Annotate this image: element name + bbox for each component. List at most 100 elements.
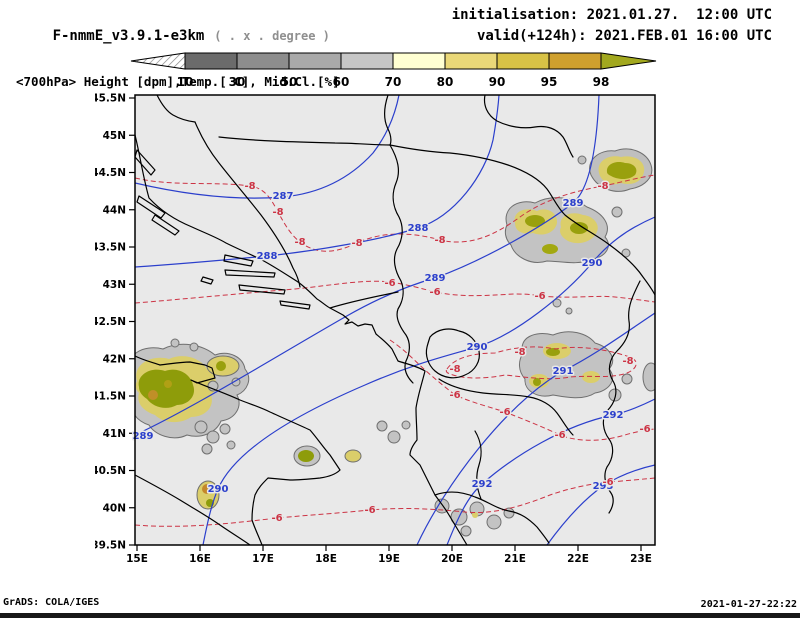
lat-label: 40N: [103, 502, 126, 514]
height-contour-label: 292: [603, 410, 624, 421]
map-frame: [134, 94, 656, 546]
border: [474, 430, 482, 500]
border: [218, 136, 391, 146]
temp-contour-label: -8: [351, 238, 362, 249]
island: [238, 284, 286, 295]
temp-contour-label: -6: [534, 291, 545, 302]
model-title: F-nmmE_v3.9.1-e3km: [52, 28, 205, 44]
map-labels: 45.5N 45N 44.5N 44N 43.5N 43N 42.5N 42N 41.5N 41N…: [91, 93, 652, 566]
valid-time: valid(+124h): 2021.FEB.01 16:00 UTC: [476, 28, 772, 44]
colorbar-segment: [288, 52, 342, 70]
temp-contour-label: -6: [429, 287, 440, 298]
map-wrap: 45.5N 45N 44.5N 44N 43.5N 43N 42.5N 42N 41.5N 41N…: [91, 85, 675, 569]
lon-label: 22E: [567, 553, 589, 565]
island: [279, 300, 311, 310]
colorbar-left-arrow: [130, 52, 186, 70]
lat-label: 43N: [103, 279, 126, 291]
height-contour-label: 291: [553, 366, 574, 377]
colorbar-segment: [548, 52, 602, 70]
colorbar-tick-label: 60: [333, 75, 350, 89]
island: [224, 269, 276, 278]
header-right: initialisation: 2021.01.27. 12:00 UTC va…: [452, 5, 772, 47]
colorbar-tick-label: 95: [541, 75, 558, 89]
lat-label: 45.5N: [95, 93, 126, 105]
lon-label: 19E: [378, 553, 400, 565]
lon-label: 15E: [126, 553, 148, 565]
height-contour-label: 292: [472, 479, 493, 490]
height-contour-label: 289: [563, 198, 584, 209]
colorbar-tick-label: 80: [437, 75, 454, 89]
border: [438, 378, 574, 436]
colorbar-tick-label: 98: [593, 75, 610, 89]
lat-label: 42N: [103, 353, 126, 365]
height-contours: [135, 95, 655, 545]
lon-label: 17E: [252, 553, 274, 565]
model-resolution-note: ( . x . degree ): [214, 29, 330, 43]
height-contour-label: 288: [408, 223, 429, 234]
colorbar-tick-label: 70: [385, 75, 402, 89]
temp-contour-label: -6: [384, 278, 395, 289]
height-contour-label: 290: [467, 342, 488, 353]
map-background: [135, 95, 655, 545]
temp-contour-label: -6: [449, 390, 460, 401]
temp-contour-label: -8: [514, 347, 525, 358]
temp-contour-label: -6: [639, 424, 650, 435]
border: [384, 95, 392, 146]
island: [200, 276, 214, 285]
lon-label: 16E: [189, 553, 211, 565]
lat-label: 40.5N: [95, 465, 126, 477]
height-contour-label: 290: [582, 258, 603, 269]
border: [194, 121, 301, 288]
height-contour-label: 289: [133, 431, 154, 442]
bottom-edge-strip: [0, 613, 800, 618]
lat-label: 41.5N: [95, 391, 126, 403]
colorbar-segment: [236, 52, 290, 70]
map-canvas: 45.5N 45N 44.5N 44N 43.5N 43N 42.5N 42N 41.5N 41N…: [91, 93, 656, 566]
initialisation-time: initialisation: 2021.01.27. 12:00 UTC: [451, 7, 772, 23]
temp-contour-label: -8: [434, 235, 445, 246]
island: [223, 254, 254, 267]
field-title: <700hPa> Height [dpm],Temp.[ C], Mid.Cl.…: [16, 74, 340, 89]
border: [389, 144, 655, 296]
temp-contour-label: -8: [294, 237, 305, 248]
colorbar-segment: [392, 52, 446, 70]
creation-timestamp: 2021-01-27-22:22: [700, 599, 797, 610]
lat-label: 39.5N: [95, 540, 126, 552]
border: [425, 328, 480, 379]
header-left: F-nmmE_v3.9.1-e3km ( . x . degree ) <700h…: [2, 5, 340, 89]
border: [329, 291, 399, 309]
colorbar-segment: [340, 52, 394, 70]
border: [156, 95, 196, 123]
temp-contour-label: -6: [499, 407, 510, 418]
lat-label: 43.5N: [95, 242, 126, 254]
border: [389, 144, 414, 384]
coastline-italy-west: [135, 474, 251, 545]
temp-contour-label: -8: [272, 207, 283, 218]
height-contour-label: 289: [425, 273, 446, 284]
temp-contour-label: -8: [597, 181, 608, 192]
lat-label: 42.5N: [95, 316, 126, 328]
border: [483, 95, 574, 158]
colorbar-tick-label: 50: [281, 75, 298, 89]
colorbar-right-arrow: [600, 52, 657, 70]
temp-contour-label: -6: [364, 505, 375, 516]
colorbar-segment: [444, 52, 498, 70]
temperature-contours: [135, 174, 655, 527]
lon-label: 21E: [504, 553, 526, 565]
height-contour-label: 293: [593, 481, 614, 492]
lon-label: 18E: [315, 553, 337, 565]
coastline-italy-adriatic: [135, 355, 341, 545]
temp-contour-label: -8: [622, 356, 633, 367]
colorbar-segment: [496, 52, 550, 70]
island: [136, 195, 166, 219]
colorbar-wrap: 10 30 50 60 70 80 90 95 98: [127, 50, 658, 98]
border: [602, 280, 641, 514]
temp-contour-label: -6: [554, 430, 565, 441]
border: [434, 491, 550, 544]
island: [151, 214, 180, 236]
coastlines-and-borders: [135, 95, 655, 545]
grads-credit: GrADS: COLA/IGES: [3, 597, 100, 608]
colorbar-tick-label: 30: [229, 75, 246, 89]
temp-contour-label: -8: [244, 181, 255, 192]
